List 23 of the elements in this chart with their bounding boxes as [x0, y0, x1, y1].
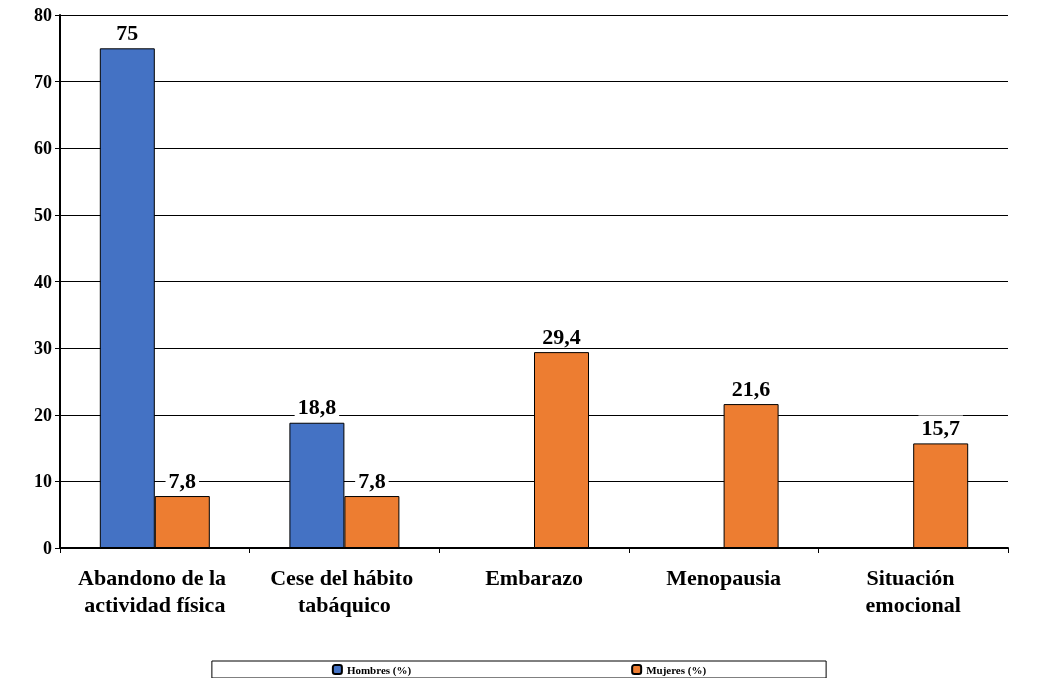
x-tick-label: Situación emocional [865, 565, 961, 617]
x-tick-label: Embarazo [485, 565, 583, 590]
y-tick-label: 50 [34, 204, 52, 225]
y-tick-label: 70 [34, 71, 52, 92]
data-label: 7,8 [168, 467, 197, 493]
y-tick-label: 80 [34, 5, 52, 25]
y-tick-label: 60 [34, 138, 52, 159]
data-label: 75 [116, 19, 139, 45]
y-tick-label: 40 [34, 271, 52, 292]
data-label: 7,8 [358, 467, 386, 493]
x-tick-label: Menopausia [666, 565, 782, 590]
x-tick-label: Abandono de la actividad física [78, 565, 232, 617]
data-label: 21,6 [731, 375, 771, 401]
y-tick-label: 20 [34, 404, 52, 425]
x-tick-label: Cese del hábito tabáquico [270, 565, 419, 617]
data-label: 18,8 [297, 394, 337, 420]
legend-label: Mujeres (%) [646, 663, 707, 677]
y-tick-label: 0 [43, 538, 52, 558]
data-label: 29,4 [542, 323, 581, 349]
y-tick-label: 10 [34, 471, 52, 492]
data-label: 15,7 [921, 414, 960, 440]
y-tick-label: 30 [34, 338, 52, 359]
legend-label: Hombres (%) [346, 663, 412, 677]
